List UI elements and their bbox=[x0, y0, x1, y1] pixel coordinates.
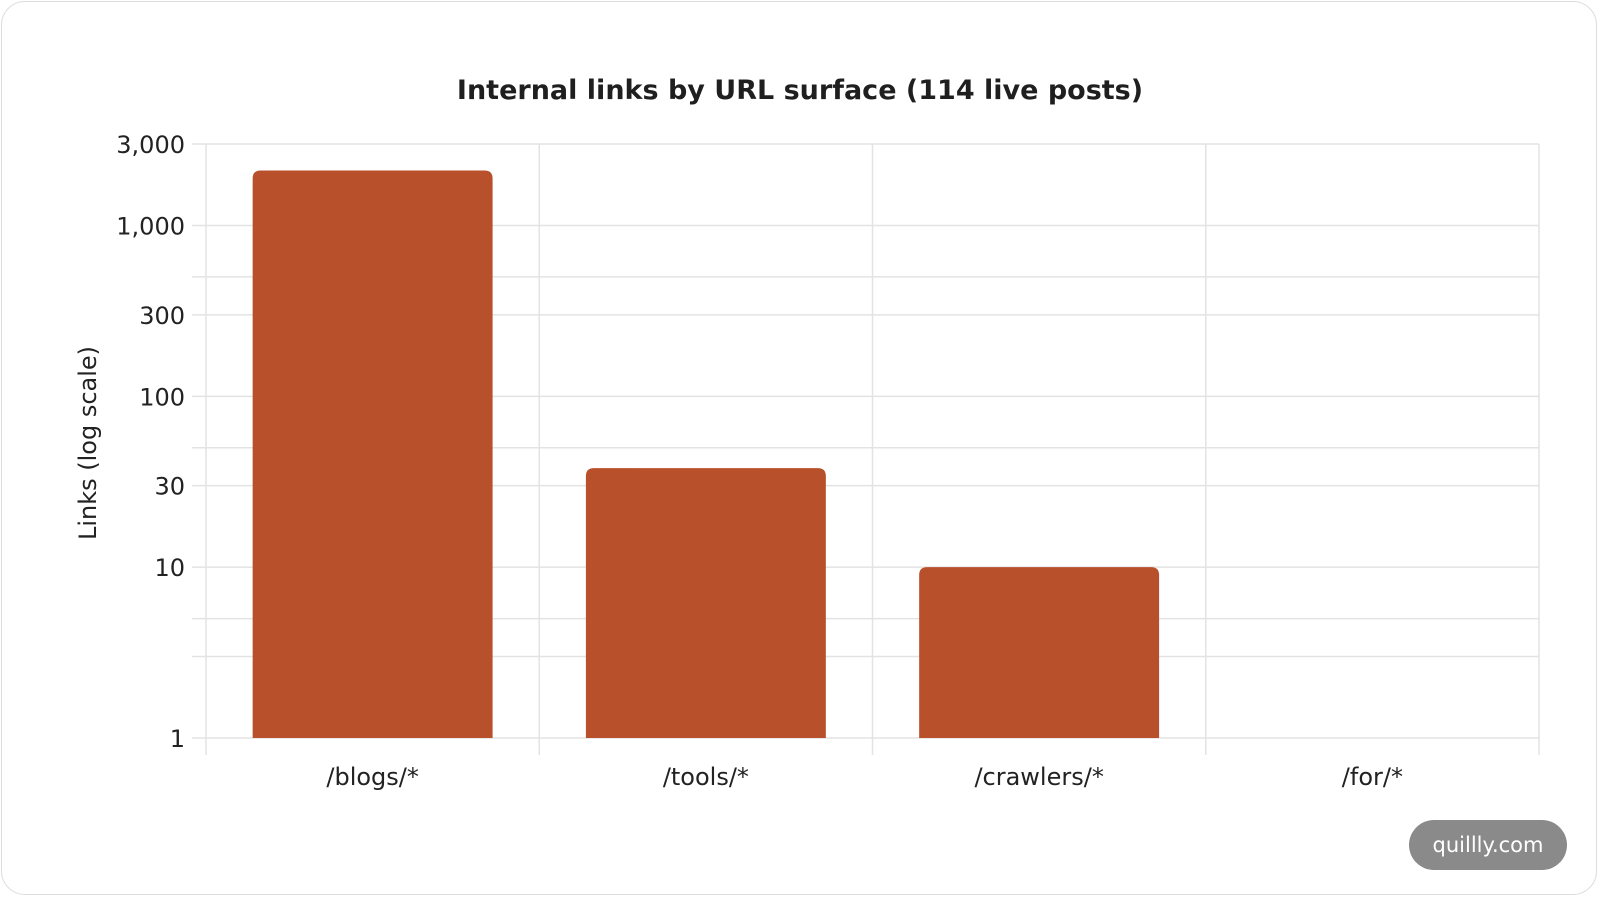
bars bbox=[252, 170, 1160, 739]
x-tick-label: /tools/* bbox=[663, 763, 749, 791]
x-tick-label: /crawlers/* bbox=[974, 763, 1103, 791]
x-tick-label: /blogs/* bbox=[326, 763, 419, 791]
y-tick-label: 100 bbox=[139, 383, 185, 411]
y-tick-label: 300 bbox=[139, 302, 185, 330]
bar-blogs bbox=[252, 170, 493, 739]
y-tick-label: 3,000 bbox=[116, 131, 185, 159]
x-tick-label: /for/* bbox=[1342, 763, 1403, 791]
bar-tools bbox=[585, 468, 826, 738]
axes: 1 10 30 100 300 1,000 3,000/blogs/* /tools/* /cr… bbox=[116, 131, 1403, 791]
y-tick-label: 10 bbox=[154, 554, 185, 582]
chart-title: Internal links by URL surface (114 live … bbox=[457, 75, 1143, 106]
y-tick-label: 1 bbox=[170, 725, 185, 753]
y-axis-title: Links (log scale) bbox=[74, 346, 102, 540]
bar-crawlers bbox=[919, 567, 1160, 738]
watermark-badge[interactable]: quillly.com bbox=[1409, 820, 1567, 870]
y-tick-label: 30 bbox=[154, 473, 185, 501]
y-tick-label: 1,000 bbox=[116, 213, 185, 241]
